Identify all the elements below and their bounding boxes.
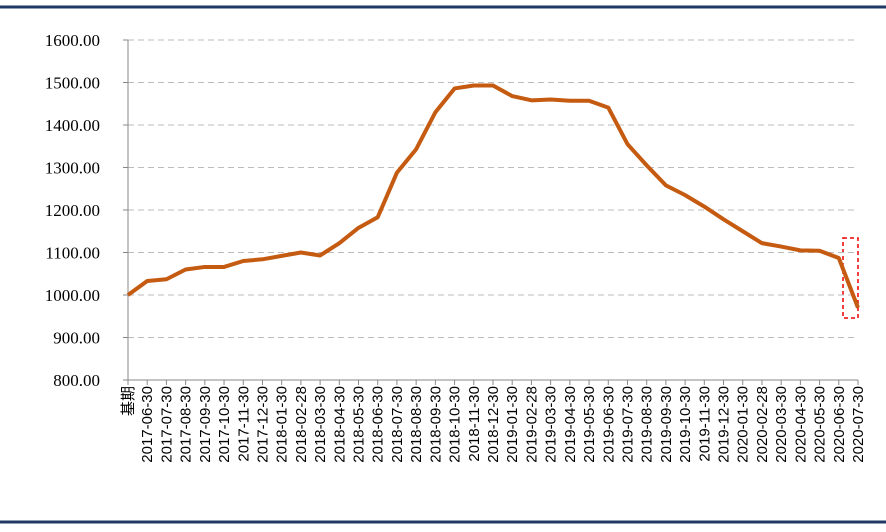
x-tick-label: 2019-05-30 xyxy=(581,386,598,463)
x-tick-label: 2018-01-30 xyxy=(274,386,291,463)
x-tick-label: 2020-06-30 xyxy=(831,386,848,463)
x-tick-label: 2020-01-30 xyxy=(735,386,752,463)
x-tick-label: 2017-07-30 xyxy=(158,386,175,463)
x-tick-label: 2018-09-30 xyxy=(427,386,444,463)
x-tick-label: 2020-03-30 xyxy=(773,386,790,463)
x-tick-label: 2018-07-30 xyxy=(389,386,406,463)
x-tick-label: 2019-09-30 xyxy=(658,386,675,463)
y-tick-label: 1400.00 xyxy=(45,116,100,135)
x-tick-label: 2019-01-30 xyxy=(504,386,521,463)
x-tick-label: 2017-12-30 xyxy=(254,386,271,463)
x-tick-label: 2020-07-30 xyxy=(850,386,867,463)
y-tick-label: 1600.00 xyxy=(45,31,100,50)
x-tick-label: 2018-03-30 xyxy=(312,386,329,463)
x-tick-label: 2018-06-30 xyxy=(370,386,387,463)
x-tick-label: 2017-11-30 xyxy=(235,386,252,462)
line-series xyxy=(126,83,860,309)
x-tick-label: 2019-04-30 xyxy=(562,386,579,463)
x-tick-label: 2018-12-30 xyxy=(485,386,502,463)
y-tick-label: 1000.00 xyxy=(45,286,100,305)
x-tick-label: 2020-02-28 xyxy=(754,386,771,463)
x-tick-label: 2020-04-30 xyxy=(792,386,809,463)
x-tick-label: 2017-10-30 xyxy=(216,386,233,463)
y-tick-label: 1300.00 xyxy=(45,159,100,178)
y-tick-label: 900.00 xyxy=(53,329,100,348)
x-tick-label: 2019-03-30 xyxy=(543,386,560,463)
x-tick-label: 2019-12-30 xyxy=(716,386,733,463)
y-tick-label: 1100.00 xyxy=(45,244,100,263)
highlight-box xyxy=(842,237,859,319)
x-tick-label: 2018-10-30 xyxy=(447,386,464,463)
x-tick-label: 2018-08-30 xyxy=(408,386,425,463)
y-tick-label: 800.00 xyxy=(53,371,100,390)
x-tick-label: 2018-04-30 xyxy=(331,386,348,463)
x-tick-label: 2020-05-30 xyxy=(812,386,829,463)
x-tick-label: 2019-02-28 xyxy=(523,386,540,463)
x-tick-label: 2018-05-30 xyxy=(351,386,368,463)
x-tick-label: 2017-09-30 xyxy=(197,386,214,463)
y-tick-label: 1500.00 xyxy=(45,74,100,93)
x-tick-label: 基期 xyxy=(120,386,137,416)
x-tick-label: 2019-08-30 xyxy=(639,386,656,463)
x-tick-label: 2018-11-30 xyxy=(466,386,483,462)
x-tick-label: 2019-07-30 xyxy=(619,386,636,463)
x-tick-label: 2017-08-30 xyxy=(178,386,195,463)
x-tick-label: 2019-10-30 xyxy=(677,386,694,463)
x-tick-label: 2019-11-30 xyxy=(696,386,713,462)
x-tick-label: 2019-06-30 xyxy=(600,386,617,463)
y-tick-label: 1200.00 xyxy=(45,201,100,220)
x-tick-label: 2018-02-28 xyxy=(293,386,310,463)
x-tick-label: 2017-06-30 xyxy=(139,386,156,463)
